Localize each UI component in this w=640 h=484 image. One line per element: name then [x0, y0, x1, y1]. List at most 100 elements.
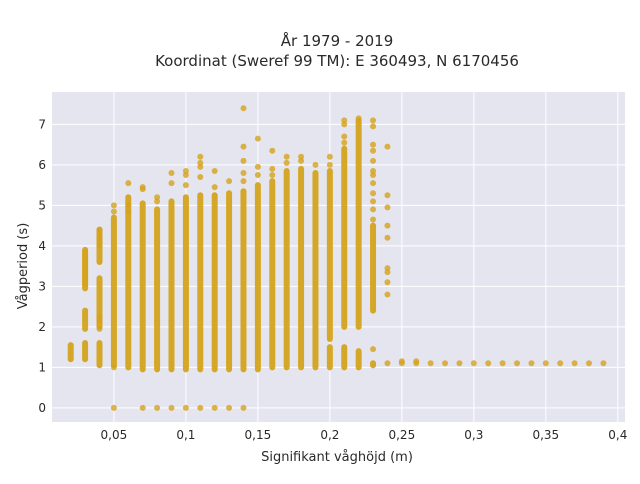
- data-point: [384, 279, 391, 286]
- data-point: [110, 404, 117, 411]
- data-point: [571, 360, 578, 367]
- data-point: [557, 360, 564, 367]
- chart-title-line-1: År 1979 - 2019: [281, 31, 394, 50]
- x-tick-label: 0,35: [532, 428, 559, 442]
- data-point: [211, 404, 218, 411]
- data-point: [600, 360, 607, 367]
- data-point: [370, 147, 377, 154]
- data-point: [312, 161, 319, 168]
- data-point: [211, 184, 218, 191]
- data-point: [427, 360, 434, 367]
- data-segment: [355, 348, 362, 371]
- data-point: [370, 123, 377, 130]
- data-point: [226, 404, 233, 411]
- data-point: [384, 192, 391, 199]
- data-segment: [370, 360, 377, 369]
- x-tick-label: 0,05: [101, 428, 128, 442]
- data-point: [82, 248, 89, 255]
- y-tick-label: 0: [38, 401, 46, 415]
- tick-labels: 0,05 0,1 0,15 0,2 0,25 0,3 0,35 0,4 0 1 2 3 4 5 6 7: [38, 117, 627, 442]
- x-tick-label: 0,15: [245, 428, 272, 442]
- data-point: [240, 169, 247, 176]
- data-points: [67, 105, 607, 411]
- data-segment: [341, 344, 348, 371]
- data-point: [226, 178, 233, 185]
- data-point: [197, 153, 204, 160]
- data-point: [154, 194, 161, 201]
- data-point: [197, 174, 204, 181]
- data-segment: [125, 194, 132, 371]
- data-point: [384, 265, 391, 272]
- data-point: [254, 135, 261, 142]
- data-segment: [355, 117, 362, 330]
- data-point: [254, 172, 261, 179]
- data-segment: [168, 198, 175, 373]
- data-segment: [110, 214, 117, 369]
- data-point: [197, 159, 204, 166]
- data-point: [442, 360, 449, 367]
- plot-background: [52, 92, 625, 422]
- data-segment: [254, 182, 261, 373]
- data-point: [485, 360, 492, 367]
- x-tick-label: 0,3: [464, 428, 483, 442]
- data-point: [96, 226, 103, 233]
- data-point: [182, 404, 189, 411]
- data-point: [110, 208, 117, 215]
- data-segment: [370, 222, 377, 314]
- chart-title-line-2: Koordinat (Sweref 99 TM): E 360493, N 61…: [155, 52, 519, 70]
- data-point: [110, 364, 117, 371]
- data-point: [125, 180, 132, 187]
- data-point: [283, 159, 290, 166]
- data-point: [240, 105, 247, 112]
- y-tick-label: 7: [38, 117, 46, 131]
- data-point: [298, 153, 305, 160]
- y-tick-label: 4: [38, 239, 46, 253]
- data-segment: [82, 340, 89, 363]
- data-point: [139, 404, 146, 411]
- data-point: [470, 360, 477, 367]
- data-point: [355, 115, 362, 122]
- data-point: [370, 180, 377, 187]
- data-point: [370, 198, 377, 205]
- data-point: [370, 141, 377, 148]
- data-segment: [298, 165, 305, 371]
- data-segment: [226, 190, 233, 373]
- data-point: [240, 404, 247, 411]
- data-point: [586, 360, 593, 367]
- data-point: [125, 208, 132, 215]
- data-point: [139, 184, 146, 191]
- data-segment: [197, 192, 204, 373]
- y-tick-label: 6: [38, 158, 46, 172]
- x-tick-label: 0,25: [388, 428, 415, 442]
- data-segment: [154, 206, 161, 373]
- data-point: [197, 404, 204, 411]
- data-point: [96, 313, 103, 320]
- y-axis-label: Vågperiod (s): [16, 223, 31, 310]
- data-segment: [312, 169, 319, 371]
- data-point: [110, 202, 117, 209]
- data-point: [240, 157, 247, 164]
- data-segment: [67, 342, 74, 363]
- data-point: [341, 133, 348, 140]
- data-point: [384, 204, 391, 211]
- data-point: [182, 182, 189, 189]
- data-point: [384, 291, 391, 298]
- data-point: [96, 242, 103, 249]
- data-point: [283, 153, 290, 160]
- data-point: [269, 172, 276, 179]
- data-point: [341, 139, 348, 146]
- data-point: [542, 360, 549, 367]
- x-tick-label: 0,4: [608, 428, 627, 442]
- data-point: [370, 216, 377, 223]
- data-point: [168, 180, 175, 187]
- data-point: [125, 202, 132, 209]
- data-segment: [240, 188, 247, 373]
- x-tick-label: 0,2: [320, 428, 339, 442]
- data-segment: [182, 194, 189, 373]
- x-axis-label: Signifikant våghöjd (m): [261, 450, 413, 465]
- data-segment: [269, 178, 276, 371]
- data-point: [456, 360, 463, 367]
- data-segment: [82, 307, 89, 332]
